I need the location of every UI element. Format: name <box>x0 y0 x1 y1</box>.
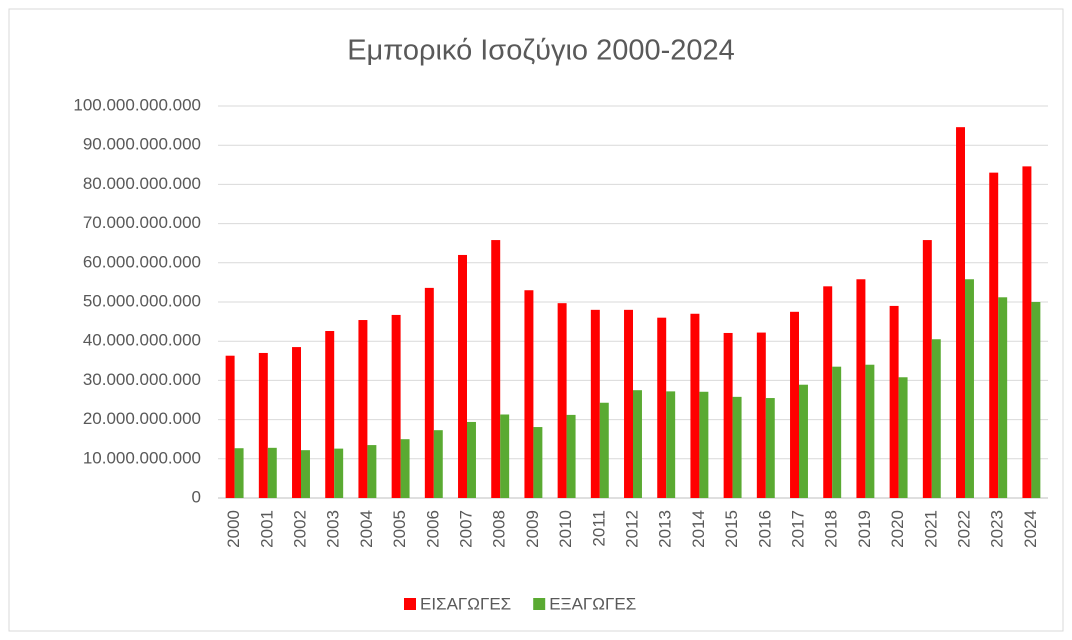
x-tick-label: 2001 <box>257 510 276 548</box>
bar <box>433 430 443 498</box>
bar <box>325 331 335 498</box>
bar <box>458 254 467 498</box>
bar <box>391 314 401 498</box>
x-tick-label: 2013 <box>656 510 675 548</box>
legend-label: ΕΙΣΑΓΩΓΕΣ <box>420 594 511 613</box>
bar <box>765 398 775 498</box>
bar <box>491 240 501 498</box>
x-tick-label: 2011 <box>589 510 608 547</box>
bar <box>267 447 277 498</box>
bar <box>500 414 510 498</box>
bar <box>690 313 700 498</box>
bar <box>723 332 733 498</box>
x-tick-label: 2002 <box>290 510 309 548</box>
bar <box>590 309 600 498</box>
x-tick-label: 2005 <box>390 510 409 548</box>
x-tick-label: 2008 <box>490 510 509 548</box>
y-tick-label: 70.000.000.000 <box>83 213 201 232</box>
bar <box>823 286 833 498</box>
bar <box>889 305 899 498</box>
bar <box>922 240 932 498</box>
bar <box>557 303 567 498</box>
x-tick-label: 2010 <box>556 510 575 548</box>
bar <box>832 366 842 498</box>
bar <box>931 339 941 498</box>
bar <box>533 427 543 498</box>
bar <box>965 279 974 498</box>
bar <box>633 390 642 498</box>
bar <box>666 391 676 498</box>
bar <box>732 396 742 498</box>
y-tick-label: 10.000.000.000 <box>83 448 201 467</box>
x-tick-label: 2017 <box>788 510 807 548</box>
x-tick-label: 2016 <box>755 510 774 548</box>
bar <box>624 309 633 498</box>
x-tick-label: 2009 <box>523 510 542 548</box>
y-tick-label: 80.000.000.000 <box>83 174 201 193</box>
bar <box>998 297 1008 498</box>
bar <box>657 317 667 498</box>
bar <box>989 172 999 498</box>
bar <box>334 448 344 498</box>
y-tick-label: 0 <box>192 487 201 506</box>
x-tick-label: 2018 <box>822 510 841 548</box>
legend-label: ΕΞΑΓΩΓΕΣ <box>549 594 636 613</box>
bar <box>225 355 235 498</box>
x-tick-label: 2006 <box>423 510 442 548</box>
bar <box>258 352 268 498</box>
x-tick-label: 2012 <box>622 510 641 548</box>
bar <box>898 377 908 498</box>
x-tick-label: 2014 <box>689 510 708 548</box>
bar <box>956 127 965 498</box>
bar <box>790 311 799 498</box>
legend-swatch <box>404 598 416 610</box>
bar <box>699 391 709 498</box>
y-tick-label: 20.000.000.000 <box>83 409 201 428</box>
bar <box>599 402 609 498</box>
bar <box>756 332 766 498</box>
bar <box>400 439 410 498</box>
x-tick-label: 2003 <box>324 510 343 548</box>
legend-swatch <box>533 598 546 610</box>
y-tick-label: 90.000.000.000 <box>83 135 201 154</box>
x-tick-label: 2019 <box>855 510 874 548</box>
bar <box>1031 302 1041 498</box>
x-tick-label: 2021 <box>921 510 940 548</box>
x-tick-label: 2024 <box>1021 510 1040 548</box>
bar <box>467 421 476 498</box>
bar <box>865 364 875 498</box>
bar <box>301 450 310 498</box>
y-tick-label: 60.000.000.000 <box>83 252 201 271</box>
x-tick-label: 2004 <box>357 510 376 548</box>
y-tick-label: 30.000.000.000 <box>83 370 201 389</box>
bar <box>1022 166 1032 499</box>
bar <box>367 445 377 498</box>
bar <box>292 347 301 498</box>
bar <box>358 320 368 498</box>
bar <box>524 290 534 498</box>
x-tick-label: 2022 <box>954 510 973 548</box>
chart-frame <box>8 8 1064 632</box>
bar <box>856 279 866 498</box>
bar <box>799 384 808 498</box>
y-tick-label: 50.000.000.000 <box>83 291 201 310</box>
x-tick-label: 2000 <box>224 510 243 548</box>
x-tick-label: 2015 <box>722 510 741 548</box>
x-tick-label: 2023 <box>988 510 1007 548</box>
x-tick-label: 2020 <box>888 510 907 548</box>
bar <box>424 287 434 498</box>
bar <box>234 448 244 498</box>
y-tick-label: 100.000.000.000 <box>73 95 201 114</box>
y-tick-label: 40.000.000.000 <box>83 331 201 350</box>
bar <box>566 414 576 498</box>
x-tick-label: 2007 <box>456 510 475 548</box>
chart-title: Εμπορικό Ισοζύγιο 2000-2024 <box>347 35 735 67</box>
